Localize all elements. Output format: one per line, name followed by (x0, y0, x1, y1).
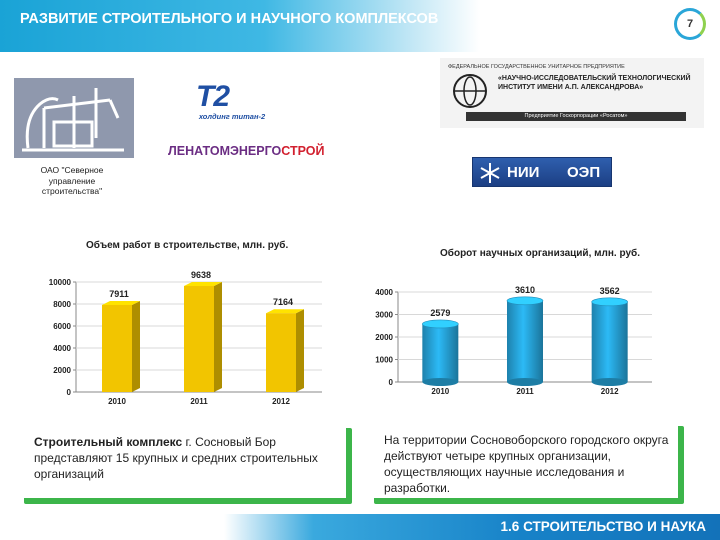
lenatomenergostroy-logo: ЛЕНАТОМЭНЕРГОСТРОЙ (168, 142, 325, 160)
y-tick-label: 4000 (375, 288, 393, 297)
x-tick-label: 2010 (108, 397, 126, 406)
nii-oep-logo: НИИ ОЭП (472, 157, 612, 187)
y-tick-label: 2000 (53, 366, 71, 375)
data-label: 7911 (109, 289, 129, 299)
oep-logo-text: ОЭП (567, 164, 601, 181)
niti-logo-bottom: Предприятие Госкорпорации «Росатом» (466, 112, 686, 121)
x-tick-label: 2012 (601, 387, 619, 396)
construction-text-box: Строительный комплекс г. Сосновый Бор пр… (24, 428, 352, 504)
x-tick-label: 2010 (431, 387, 449, 396)
y-tick-label: 1000 (375, 356, 393, 365)
page-number-badge: 7 (674, 8, 706, 40)
y-tick-label: 2000 (375, 333, 393, 342)
x-tick-label: 2011 (190, 397, 208, 406)
chart-title: Оборот научных организаций, млн. руб. (440, 247, 640, 259)
section-title: 1.6 СТРОИТЕЛЬСТВО И НАУКА (500, 519, 706, 534)
header-bar: РАЗВИТИЕ СТРОИТЕЛЬНОГО И НАУЧНОГО КОМПЛЕ… (0, 0, 480, 52)
x-tick-label: 2012 (272, 397, 290, 406)
bar-2011 (506, 296, 544, 386)
t2-logo-mark: T2 (196, 80, 230, 113)
chart-title: Объем работ в строительстве, млн. руб. (86, 239, 288, 251)
nii-logo-text: НИИ (507, 164, 540, 181)
snowflake-icon (480, 163, 500, 183)
science-text: На территории Сосновоборского городского… (384, 433, 669, 495)
sevstroy-caption: ОАО "Северное управление строительства" (40, 165, 104, 196)
y-tick-label: 10000 (49, 278, 72, 287)
construction-volume-chart-svg: Объем работ в строительстве, млн. руб. 0 2… (49, 239, 322, 406)
y-tick-label: 3000 (375, 311, 393, 320)
construction-volume-chart: Объем работ в строительстве, млн. руб. 0 2… (22, 232, 330, 414)
bar-2012 (591, 297, 628, 386)
page-number: 7 (686, 18, 694, 30)
sevstroy-logo (14, 78, 134, 158)
y-tick-label: 0 (67, 388, 72, 397)
t2-logo-subtitle: холдинг титан-2 (198, 112, 266, 121)
lenatom-logo-part1: ЛЕНАТОМЭНЕРГО (168, 144, 282, 158)
x-tick-label: 2011 (516, 387, 534, 396)
bar-2010 (102, 300, 140, 392)
data-label: 2579 (430, 308, 450, 318)
data-label: 9638 (191, 270, 211, 280)
science-turnover-chart: Оборот научных организаций, млн. руб. 0 10… (372, 240, 672, 410)
y-tick-label: 8000 (53, 300, 71, 309)
data-label: 7164 (273, 297, 293, 307)
y-tick-label: 0 (389, 378, 394, 387)
page-title: РАЗВИТИЕ СТРОИТЕЛЬНОГО И НАУЧНОГО КОМПЛЕ… (20, 11, 439, 27)
lenatom-logo-part2: СТРОЙ (281, 144, 325, 158)
niti-logo-top: Федеральное государственное унитарное пр… (448, 64, 625, 70)
niti-logo: Федеральное государственное унитарное пр… (440, 58, 704, 128)
atom-emblem-icon (453, 74, 487, 108)
construction-text-bold: Строительный комплекс (34, 435, 183, 449)
y-tick-label: 6000 (53, 322, 71, 331)
t2-holding-logo: T2 холдинг титан-2 (154, 72, 310, 130)
data-label: 3562 (600, 286, 620, 296)
bar-2011 (184, 281, 222, 392)
bar-2012 (266, 309, 304, 392)
science-text-box: На территории Сосновоборского городского… (374, 426, 684, 504)
data-label: 3610 (515, 285, 535, 295)
footer-bar: 1.6 СТРОИТЕЛЬСТВО И НАУКА (224, 514, 720, 540)
bar-2010 (422, 319, 459, 386)
niti-logo-name: «Научно-исследовательский технологически… (498, 75, 691, 91)
construction-text-rest: г. Сосновый Бор представляют 15 крупных … (34, 435, 318, 481)
construction-text: Строительный комплекс г. Сосновый Бор пр… (34, 434, 338, 482)
y-tick-label: 4000 (53, 344, 71, 353)
science-turnover-chart-svg: Оборот научных организаций, млн. руб. 0 10… (375, 247, 652, 396)
